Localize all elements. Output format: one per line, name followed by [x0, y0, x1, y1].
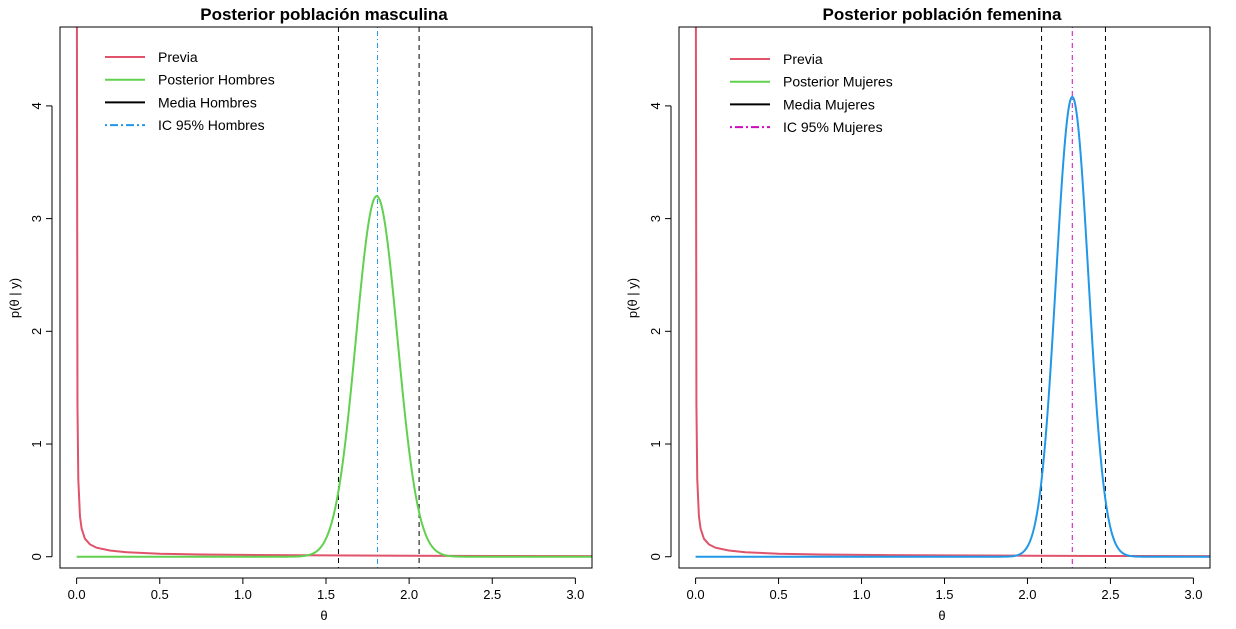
- plot-frame: [59, 26, 593, 569]
- plot-area: [75, 27, 592, 568]
- x-tick-label: 2.0: [400, 587, 418, 602]
- y-tick-label: 1: [29, 440, 44, 447]
- x-tick-label: 2.0: [1018, 587, 1036, 602]
- x-axis-label: θ: [938, 608, 945, 623]
- legend-label: IC 95% Hombres: [158, 117, 265, 133]
- x-tick-label: 3.0: [1184, 587, 1202, 602]
- x-tick-label: 0.0: [687, 587, 705, 602]
- y-tick-label: 0: [29, 553, 44, 560]
- x-tick-label: 2.5: [1101, 587, 1119, 602]
- posterior-curve: [695, 95, 1210, 558]
- legend-label: Media Hombres: [158, 94, 257, 110]
- plot-frame: [678, 26, 1211, 569]
- x-tick-label: 0.5: [770, 587, 788, 602]
- plot-area: [694, 27, 1210, 568]
- legend: Previa Posterior Hombres Media Hombres IC 9…: [105, 49, 275, 133]
- y-tick-label: 4: [29, 102, 44, 109]
- chart-title: Posterior población masculina: [200, 5, 448, 24]
- x-tick-label: 0.5: [151, 587, 169, 602]
- x-tick-label: 1.0: [852, 587, 870, 602]
- x-tick-label: 3.0: [566, 587, 584, 602]
- legend-label: Posterior Mujeres: [783, 74, 893, 90]
- y-tick-label: 0: [648, 553, 663, 560]
- y-tick-label: 1: [648, 440, 663, 447]
- panel-female: Posterior población femenina θ p(θ | y) …: [625, 5, 1211, 623]
- panel-male: Posterior población masculina θ p(θ | y)…: [7, 5, 593, 623]
- chart-title: Posterior población femenina: [823, 5, 1063, 24]
- prior-curve: [694, 27, 1210, 558]
- legend-label: Previa: [158, 49, 198, 65]
- x-tick-label: 1.5: [935, 587, 953, 602]
- y-axis-label: p(θ | y): [625, 278, 640, 318]
- posterior-curve: [76, 194, 592, 558]
- legend-label: Media Mujeres: [783, 96, 875, 112]
- legend-label: IC 95% Mujeres: [783, 119, 883, 135]
- y-tick-label: 2: [29, 328, 44, 335]
- y-axis-label: p(θ | y): [7, 278, 22, 318]
- legend: Previa Posterior Mujeres Media Mujeres IC 9…: [730, 51, 893, 135]
- y-tick-label: 4: [648, 102, 663, 109]
- legend-label: Posterior Hombres: [158, 72, 275, 88]
- y-tick-label: 2: [648, 328, 663, 335]
- x-tick-label: 1.5: [317, 587, 335, 602]
- prior-curve: [75, 27, 592, 558]
- x-tick-label: 0.0: [68, 587, 86, 602]
- y-tick-label: 3: [29, 215, 44, 222]
- legend-label: Previa: [783, 51, 823, 67]
- y-tick-label: 3: [648, 215, 663, 222]
- x-tick-label: 2.5: [483, 587, 501, 602]
- x-axis-label: θ: [320, 608, 327, 623]
- x-tick-label: 1.0: [234, 587, 252, 602]
